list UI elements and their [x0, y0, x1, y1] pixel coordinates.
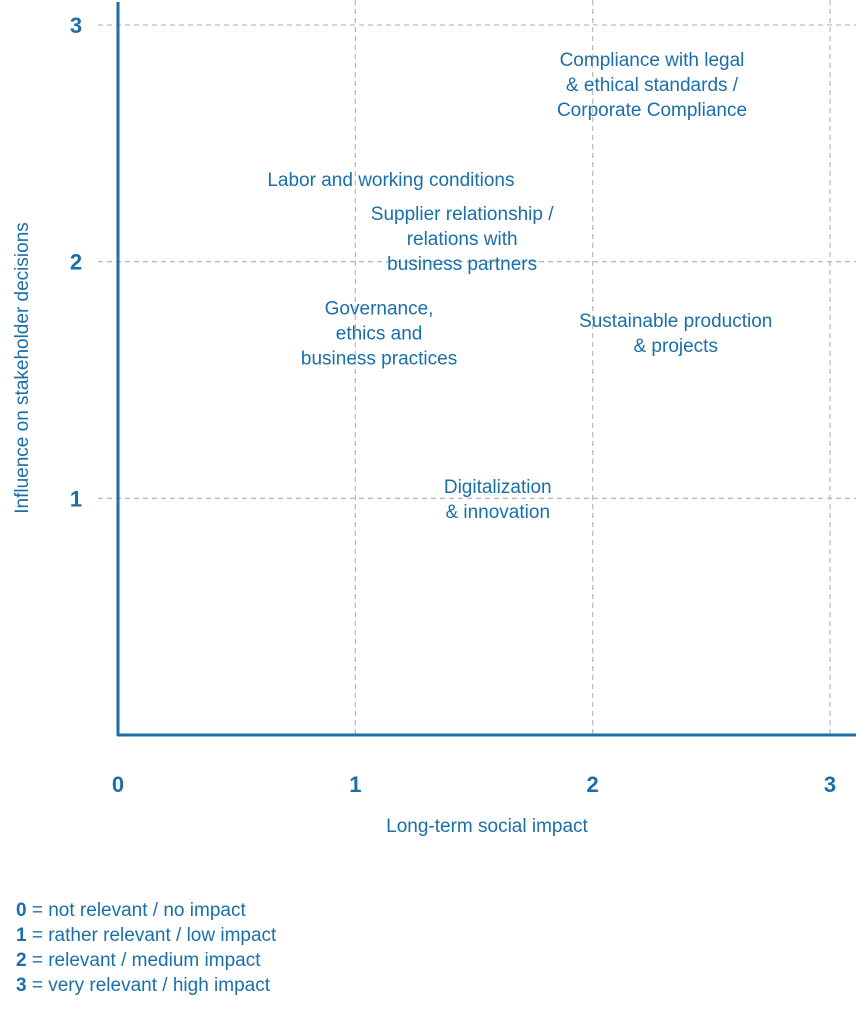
- data-point-label-line: & innovation: [445, 502, 550, 523]
- legend-item: 2 = relevant / medium impact: [16, 948, 276, 973]
- x-tick-label: 1: [349, 772, 361, 797]
- x-tick-label: 2: [587, 772, 599, 797]
- data-point-label-line: Sustainable production: [579, 311, 772, 332]
- legend: 0 = not relevant / no impact 1 = rather …: [16, 898, 276, 998]
- legend-text: = rather relevant / low impact: [26, 925, 277, 946]
- legend-text: = very relevant / high impact: [26, 975, 270, 996]
- data-point-label: Compliance with legal & ethical standards…: [557, 50, 747, 121]
- legend-key: 0: [16, 900, 27, 921]
- legend-item: 1 = rather relevant / low impact: [16, 923, 276, 948]
- data-point-label-line: ethics and: [336, 324, 423, 345]
- legend-text: = relevant / medium impact: [26, 950, 261, 971]
- legend-key: 1: [16, 925, 27, 946]
- data-point-label-line: business partners: [387, 254, 537, 275]
- chart: 0 1 2 3 1 2 3 Compliance with legal & ethical s…: [12, 0, 856, 837]
- y-tick-label: 3: [70, 13, 82, 38]
- data-point-label-line: business practices: [301, 349, 457, 370]
- tick-labels: 0 1 2 3 1 2 3: [70, 13, 836, 797]
- data-point-label: Supplier relationship / relations with bus…: [371, 204, 554, 275]
- data-point-label: Governance, ethics and business practices: [301, 299, 457, 370]
- data-point-label-line: & ethical standards /: [566, 75, 739, 96]
- x-tick-label: 3: [824, 772, 836, 797]
- data-point-label: Labor and working conditions: [267, 170, 514, 191]
- data-point-label-line: Supplier relationship /: [371, 204, 554, 225]
- data-point-label-line: Digitalization: [444, 477, 552, 498]
- legend-text: = not relevant / no impact: [26, 900, 246, 921]
- x-tick-label: 0: [112, 772, 124, 797]
- data-point-label-line: Compliance with legal: [560, 50, 745, 71]
- grid-lines: [98, 0, 856, 735]
- y-axis-title: Influence on stakeholder decisions: [12, 222, 33, 514]
- data-point-label: Digitalization & innovation: [444, 477, 552, 523]
- data-point-label: Sustainable production & projects: [579, 311, 772, 357]
- data-labels: Compliance with legal & ethical standards…: [267, 50, 772, 523]
- data-point-label-line: & projects: [633, 336, 717, 357]
- y-tick-label: 1: [70, 486, 82, 511]
- legend-item: 0 = not relevant / no impact: [16, 898, 276, 923]
- legend-key: 2: [16, 950, 27, 971]
- data-point-label-line: Governance,: [325, 299, 434, 320]
- legend-item: 3 = very relevant / high impact: [16, 973, 276, 998]
- x-axis-title: Long-term social impact: [386, 816, 588, 837]
- legend-key: 3: [16, 975, 27, 996]
- data-point-label-line: Corporate Compliance: [557, 100, 747, 121]
- data-point-label-line: relations with: [407, 229, 518, 250]
- data-point-label-line: Labor and working conditions: [267, 170, 514, 191]
- y-tick-label: 2: [70, 250, 82, 275]
- axes: [116, 2, 856, 737]
